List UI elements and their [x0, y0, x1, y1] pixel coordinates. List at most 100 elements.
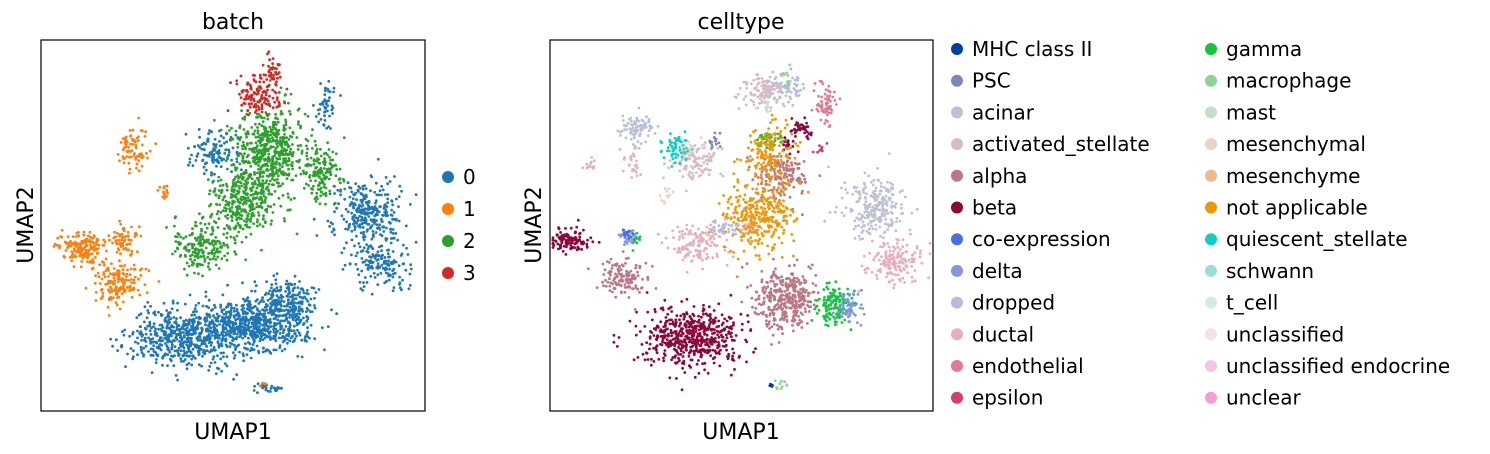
scatter-point: [361, 226, 365, 229]
scatter-point: [346, 210, 350, 214]
scatter-point: [303, 339, 307, 343]
scatter-point: [717, 341, 720, 344]
scatter-point: [695, 340, 699, 343]
scatter-point: [121, 242, 125, 246]
scatter-point: [133, 275, 137, 279]
scatter-point: [174, 374, 178, 377]
scatter-point: [165, 324, 169, 327]
scatter-point: [203, 222, 207, 226]
scatter-point: [191, 326, 195, 330]
scatter-point: [679, 339, 683, 343]
scatter-point: [391, 232, 395, 235]
scatter-point: [113, 273, 117, 277]
scatter-point: [803, 131, 807, 135]
scatter-point: [275, 172, 279, 175]
scatter-point: [210, 309, 213, 312]
scatter-point: [253, 74, 256, 77]
scatter-point: [727, 355, 730, 358]
scatter-point: [215, 248, 219, 252]
scatter-point: [282, 309, 286, 312]
scatter-point: [373, 222, 376, 225]
scatter-point: [279, 140, 283, 144]
scatter-point: [249, 85, 253, 89]
scatter-point: [94, 248, 98, 252]
scatter-point: [386, 197, 390, 201]
scatter-point: [205, 349, 209, 352]
scatter-point: [129, 150, 133, 153]
scatter-point: [223, 152, 227, 155]
scatter-point: [789, 129, 793, 133]
scatter-point: [265, 207, 269, 211]
scatter-point: [234, 133, 238, 137]
scatter-point: [268, 69, 271, 72]
scatter-point: [361, 249, 365, 253]
scatter-point: [89, 246, 93, 250]
scatter-point: [287, 173, 291, 177]
scatter-point: [70, 259, 74, 262]
scatter-point: [216, 239, 219, 243]
scatter-point: [142, 346, 146, 350]
scatter-point: [222, 312, 226, 316]
scatter-point: [245, 220, 249, 224]
scatter-point: [241, 336, 245, 340]
scatter-point: [298, 295, 302, 299]
scatter-point: [371, 247, 375, 251]
scatter-point: [702, 323, 705, 326]
scatter-point: [112, 276, 116, 280]
scatter-point: [799, 305, 803, 309]
scatter-point: [408, 203, 412, 206]
scatter-point: [241, 202, 245, 206]
scatter-point: [230, 327, 234, 331]
scatter-point: [199, 347, 203, 351]
scatter-point: [244, 316, 248, 320]
scatter-point: [198, 146, 202, 149]
scatter-point: [665, 338, 669, 341]
scatter-point: [260, 105, 264, 108]
scatter-point: [790, 117, 794, 120]
scatter-point: [239, 319, 243, 322]
scatter-point: [208, 313, 211, 317]
scatter-point: [556, 242, 560, 246]
scatter-point: [655, 348, 658, 352]
scatter-point: [236, 136, 240, 139]
scatter-point: [291, 151, 295, 154]
scatter-point: [293, 324, 296, 328]
scatter-point: [649, 330, 652, 333]
scatter-point: [713, 319, 716, 322]
scatter-point: [269, 337, 273, 340]
scatter-point: [720, 313, 724, 317]
scatter-point: [724, 344, 728, 348]
scatter-point: [261, 217, 265, 221]
scatter-point: [253, 111, 257, 114]
scatter-point: [66, 235, 70, 239]
scatter-point: [71, 235, 75, 239]
scatter-point: [210, 171, 214, 175]
scatter-point: [264, 196, 268, 200]
scatter-point: [708, 322, 712, 326]
scatter-point: [284, 157, 288, 160]
scatter-point: [273, 100, 276, 104]
scatter-point: [648, 342, 652, 346]
scatter-point: [162, 186, 166, 190]
scatter-point: [256, 151, 260, 155]
scatter-point: [362, 238, 366, 242]
scatter-point: [204, 319, 208, 323]
scatter-point: [108, 290, 112, 294]
scatter-point: [203, 257, 207, 261]
scatter-point: [229, 81, 232, 85]
scatter-point: [781, 332, 784, 336]
scatter-point: [350, 211, 354, 215]
scatter-point: [794, 300, 798, 303]
scatter-point: [371, 254, 375, 258]
scatter-point: [134, 158, 138, 161]
scatter-point: [324, 191, 328, 195]
scatter-point: [382, 262, 386, 265]
scatter-point: [219, 165, 223, 169]
scatter-point: [777, 306, 780, 310]
scatter-point: [762, 302, 766, 306]
scatter-point: [190, 233, 194, 236]
scatter-point: [146, 324, 150, 328]
scatter-point: [803, 281, 806, 284]
scatter-point: [208, 268, 212, 271]
scatter-point: [191, 322, 195, 325]
